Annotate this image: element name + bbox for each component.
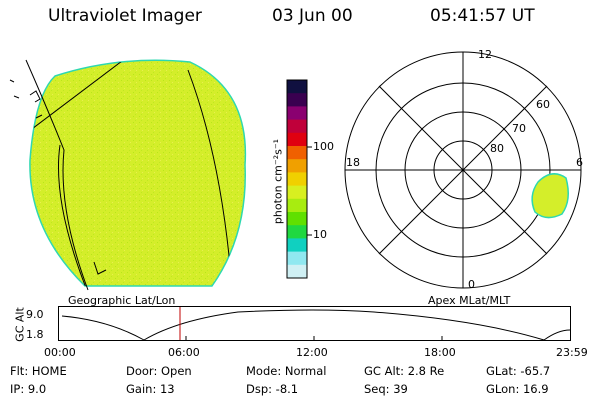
- timeline-xtick-3: 18:00: [424, 346, 456, 359]
- timeline-ytick-9: 9.0: [26, 308, 44, 321]
- lat-label-70: 70: [512, 122, 526, 135]
- door-status: Door: Open: [126, 364, 192, 378]
- coastline: [25, 59, 89, 291]
- colorbar-band: [287, 251, 307, 266]
- colorbar-band: [287, 212, 307, 226]
- altitude-timeline: [58, 306, 571, 341]
- colorbar-band: [287, 185, 307, 200]
- color-bar: [286, 79, 312, 279]
- seq-value: Seq: 39: [364, 382, 408, 396]
- timeline-ytick-1: 1.8: [26, 328, 44, 341]
- time-label: 05:41:57 UT: [430, 6, 535, 26]
- altitude-curve: [61, 309, 571, 341]
- glat-value: GLat: -65.7: [486, 364, 551, 378]
- colorbar-band: [287, 93, 307, 107]
- mode-value: Mode: Normal: [246, 364, 327, 378]
- apex-caption: Apex MLat/MLT: [428, 294, 511, 307]
- date-label: 03 Jun 00: [272, 6, 353, 26]
- colorbar-band: [287, 198, 307, 213]
- gc-alt-value: GC Alt: 2.8 Re: [364, 364, 445, 378]
- ip-value: IP: 9.0: [10, 382, 47, 396]
- colorbar-band: [287, 172, 307, 187]
- dsp-value: Dsp: -8.1: [246, 382, 299, 396]
- colorbar-band: [287, 264, 307, 279]
- flight-status: Flt: HOME: [10, 364, 67, 378]
- colorbar-band: [287, 146, 307, 160]
- colorbar-band: [287, 238, 307, 253]
- mlt-label-6: 6: [576, 156, 583, 169]
- polar-diagonal: [378, 85, 548, 255]
- colorbar-tick-label-100: 100: [313, 140, 334, 153]
- instrument-title: Ultraviolet Imager: [48, 6, 202, 26]
- colorbar-band: [287, 159, 307, 173]
- longitude-line: [58, 144, 87, 286]
- lat-label-80: 80: [490, 142, 504, 155]
- colorbar-band: [287, 80, 307, 94]
- timeline-xtick-2: 12:00: [296, 346, 328, 359]
- lat-label-60: 60: [536, 98, 550, 111]
- geographic-caption: Geographic Lat/Lon: [68, 294, 176, 307]
- latitude-line: [29, 60, 127, 139]
- grid-tick: [9, 79, 20, 99]
- colorbar-band: [287, 225, 307, 239]
- auroral-patch: [531, 173, 569, 219]
- mlt-label-18: 18: [346, 156, 360, 169]
- uv-disk: [29, 59, 247, 287]
- colorbar-tick-label-10: 10: [313, 228, 327, 241]
- gain-value: Gain: 13: [126, 382, 175, 396]
- mlt-label-12: 12: [478, 48, 492, 61]
- colorbar-band: [287, 119, 307, 134]
- timeline-xtick-0: 00:00: [44, 346, 76, 359]
- mlt-label-0: 0: [468, 278, 475, 291]
- land-outline: [29, 90, 107, 275]
- glon-value: GLon: 16.9: [486, 382, 549, 396]
- timeline-xtick-4: 23:59: [556, 346, 588, 359]
- colorbar-band: [287, 106, 307, 121]
- timeline-xtick-1: 06:00: [168, 346, 200, 359]
- timeline-ylabel: GC Alt: [13, 307, 27, 342]
- colorbar-band: [287, 132, 307, 147]
